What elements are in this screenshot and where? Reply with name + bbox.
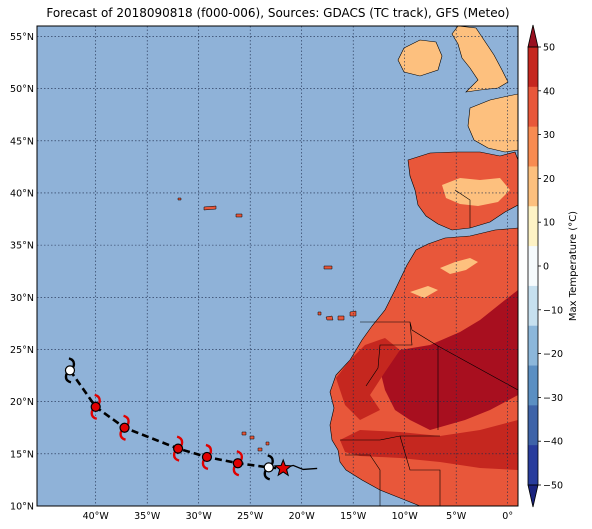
colorbar-tick-label: 50 [543, 43, 555, 54]
colorbar-segment [528, 285, 538, 327]
great-britain-landmass [451, 26, 509, 93]
colorbar-segment [528, 86, 538, 128]
lon-tick-label: 15°W [340, 511, 367, 522]
lat-tick-label: 50°N [10, 84, 34, 95]
cyclone-symbol-icon [90, 393, 101, 421]
azores-islands [177, 197, 243, 218]
colorbar-extend-max [527, 24, 539, 48]
sahel-warm-band [340, 420, 518, 470]
colorbar-segment [528, 246, 538, 287]
colorbar: 50 40 30 20 10 0 −10 −20 −30 −40 −50 [527, 24, 563, 508]
atlas-cool-spot-2 [410, 286, 438, 298]
colorbar-extend-min [527, 484, 539, 508]
lon-tick-label: 10°W [392, 511, 419, 522]
lon-tick-label: 5°W [446, 511, 467, 522]
colorbar-segment [528, 47, 538, 88]
lon-tick-label: 30°W [186, 511, 213, 522]
axis-ticks: 40°W 35°W 30°W 25°W 20°W 15°W 10°W 5°W 0° 55°N 50°… [10, 32, 513, 522]
colorbar-tick-label: 20 [543, 174, 555, 185]
lat-tick-label: 10°N [10, 502, 34, 513]
track-line [68, 369, 284, 470]
graticule [37, 26, 518, 506]
colorbar-tick-label: −10 [543, 305, 563, 316]
lat-tick-label: 45°N [10, 136, 34, 147]
country-borders [340, 189, 518, 506]
colorbar-tick-label: 40 [543, 86, 555, 97]
colorbar-segment [528, 405, 538, 446]
colorbar-label: Max Temperature (°C) [568, 211, 579, 321]
map-frame [36, 25, 519, 507]
sahara-hot-region [380, 290, 518, 430]
france-landmass [467, 93, 518, 153]
cyclone-symbol-icon [64, 357, 76, 384]
storm-track [64, 357, 318, 481]
colorbar-segment [528, 126, 538, 167]
lat-tick-label: 25°N [10, 345, 34, 356]
colorbar-tick-label: 30 [543, 130, 555, 141]
colorbar-tick-label: −30 [543, 393, 563, 404]
iberia-cool-highlands [442, 178, 510, 206]
cyclone-symbol-icon [172, 435, 184, 462]
colorbar-segment [528, 445, 538, 486]
current-position-star-icon [273, 458, 293, 477]
cyclone-symbol-icon [232, 450, 244, 477]
lat-tick-label: 35°N [10, 241, 34, 252]
lon-tick-label: 0° [502, 511, 513, 522]
lat-tick-label: 55°N [10, 32, 34, 43]
colorbar-tick-label: 10 [543, 218, 555, 229]
colorbar-tick-label: −20 [543, 349, 563, 360]
colorbar-tick-label: 0 [543, 262, 549, 273]
lon-tick-label: 40°W [83, 511, 110, 522]
lon-tick-label: 35°W [134, 511, 161, 522]
canary-islands [317, 310, 357, 321]
cape-verde-islands [241, 431, 270, 452]
lat-tick-label: 30°N [10, 293, 34, 304]
cyclone-symbol-icon [201, 443, 213, 471]
west-coast-warm-band [336, 338, 400, 420]
colorbar-segment [528, 166, 538, 207]
colorbar-segment [528, 325, 538, 367]
ireland-landmass [397, 39, 443, 77]
cyclone-symbol-icon [263, 454, 274, 481]
atlas-cool-spot [440, 258, 478, 274]
lat-tick-label: 15°N [10, 449, 34, 460]
lon-tick-label: 25°W [237, 511, 264, 522]
colorbar-tick-label: −40 [543, 437, 563, 448]
colorbar-segment [528, 206, 538, 247]
colorbar-segment [528, 365, 538, 406]
lat-tick-label: 40°N [10, 188, 34, 199]
colorbar-tick-label: −50 [543, 481, 563, 492]
lat-tick-label: 20°N [10, 397, 34, 408]
lon-tick-label: 20°W [289, 511, 316, 522]
cyclone-symbol-icon [119, 414, 130, 441]
map-title: Forecast of 2018090818 (f000-006), Sourc… [46, 6, 510, 20]
madeira-island [323, 265, 333, 270]
